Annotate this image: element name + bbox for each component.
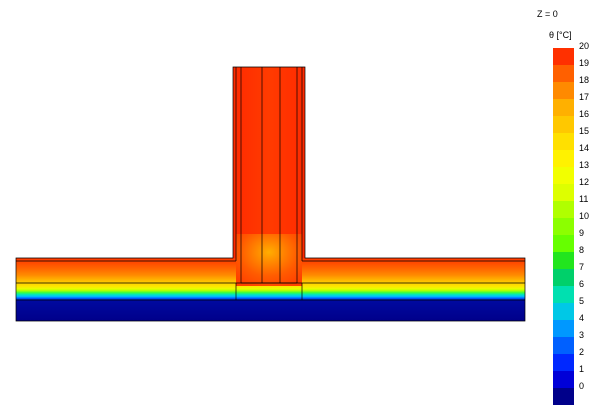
legend-row: 7 xyxy=(553,262,603,286)
legend-label: 2 xyxy=(579,347,585,357)
legend-swatch xyxy=(553,286,574,303)
legend-label: 8 xyxy=(579,245,585,255)
legend-label: 13 xyxy=(579,160,590,170)
legend-row: 11 xyxy=(553,194,603,218)
temperature-legend: 20 19 18 17 16 15 14 13 12 11 10 9 8 7 6 5 4 3 2 1 0 xyxy=(553,41,603,405)
legend-row: 8 xyxy=(553,245,603,269)
legend-swatch xyxy=(553,167,574,184)
temperature-legend-title: θ [°C] xyxy=(549,30,572,40)
legend-row: 4 xyxy=(553,313,603,337)
legend-label: 4 xyxy=(579,313,585,323)
legend-label: 1 xyxy=(579,364,585,374)
legend-swatch xyxy=(553,99,574,116)
legend-label: 11 xyxy=(579,194,589,204)
legend-label: 10 xyxy=(579,211,590,221)
legend-swatch xyxy=(553,133,574,150)
legend-row: 9 xyxy=(553,228,603,252)
legend-row: 20 xyxy=(553,41,603,65)
legend-row: 10 xyxy=(553,211,603,235)
legend-swatch xyxy=(553,388,574,405)
legend-label: 18 xyxy=(579,75,590,85)
legend-swatch xyxy=(553,337,574,354)
legend-label: 9 xyxy=(579,228,585,238)
legend-label: 20 xyxy=(579,41,590,51)
legend-label: 15 xyxy=(579,126,590,136)
legend-row: 0 xyxy=(553,381,603,405)
legend-swatch xyxy=(553,201,574,218)
legend-label: 12 xyxy=(579,177,590,187)
legend-swatch xyxy=(553,184,574,201)
thermal-plot xyxy=(15,66,526,322)
legend-swatch xyxy=(553,65,574,82)
legend-swatch xyxy=(553,371,574,388)
construction-outline xyxy=(15,66,526,322)
legend-label: 5 xyxy=(579,296,585,306)
legend-label: 6 xyxy=(579,279,585,289)
legend-label: 3 xyxy=(579,330,585,340)
junction-heat-spot xyxy=(236,234,302,286)
legend-label: 17 xyxy=(579,92,590,102)
legend-label: 19 xyxy=(579,58,590,68)
legend-row: 1 xyxy=(553,364,603,388)
legend-swatch xyxy=(553,150,574,167)
thermal-simulation-view: Z = 0 θ [°C] xyxy=(15,9,603,405)
legend-swatch xyxy=(553,269,574,286)
legend-row: 14 xyxy=(553,143,603,167)
legend-swatch xyxy=(553,235,574,252)
legend-row: 13 xyxy=(553,160,603,184)
legend-row: 19 xyxy=(553,58,603,82)
legend-swatch xyxy=(553,82,574,99)
legend-row: 2 xyxy=(553,347,603,371)
legend-label: 7 xyxy=(579,262,585,272)
legend-label: 0 xyxy=(579,381,585,391)
legend-row: 18 xyxy=(553,75,603,99)
z-value-label: Z = 0 xyxy=(537,9,558,19)
legend-label: 16 xyxy=(579,109,590,119)
legend-swatch xyxy=(553,252,574,269)
legend-swatch xyxy=(553,48,574,65)
legend-row: 3 xyxy=(553,330,603,354)
legend-swatch xyxy=(553,320,574,337)
legend-row: 15 xyxy=(553,126,603,150)
wall-body xyxy=(233,67,305,258)
legend-row: 16 xyxy=(553,109,603,133)
legend-swatch xyxy=(553,218,574,235)
legend-row: 12 xyxy=(553,177,603,201)
legend-swatch xyxy=(553,116,574,133)
legend-swatch xyxy=(553,303,574,320)
legend-row: 5 xyxy=(553,296,603,320)
legend-label: 14 xyxy=(579,143,590,153)
legend-swatch xyxy=(553,354,574,371)
legend-row: 6 xyxy=(553,279,603,303)
legend-row: 17 xyxy=(553,92,603,116)
